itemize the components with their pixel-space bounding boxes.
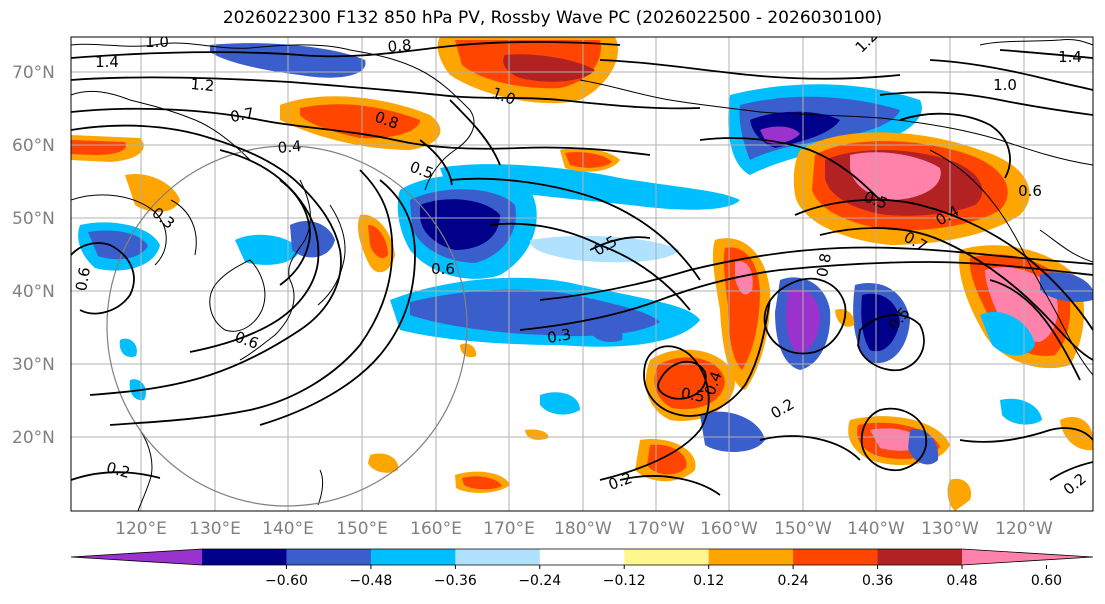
contour-label: 0.2 — [104, 458, 132, 482]
contour-label: 1.0 — [145, 33, 169, 51]
coastlines — [71, 39, 1093, 511]
colorbar-tick-label: 0.24 — [778, 573, 809, 589]
lon-label-120e: 120°E — [115, 519, 167, 539]
colorbar-extend-low — [71, 549, 202, 565]
colorbar-segment — [202, 549, 287, 565]
colorbar-tick-label: −0.48 — [349, 573, 392, 589]
colorbar-tick-label: −0.60 — [265, 573, 308, 589]
range-circle — [106, 145, 468, 507]
colorbar-segment — [455, 549, 541, 565]
colorbar-segment — [370, 549, 456, 565]
contour-label: 0.5 — [680, 384, 707, 406]
thin-contours — [71, 194, 197, 266]
colorbar-extend-high — [962, 549, 1093, 565]
lon-label-140w: 140°W — [847, 519, 905, 539]
map-content: 1.01.40.81.20.7 0.81.00.40.50.30.60.50.60… — [71, 33, 1093, 511]
pv-contours — [71, 41, 1093, 496]
lon-label-130e: 130°E — [189, 519, 241, 539]
colorbar-tick-label: 0.12 — [693, 573, 724, 589]
lat-label-50n: 50°N — [12, 209, 55, 229]
lat-label-70n: 70°N — [12, 63, 55, 83]
graticule — [71, 37, 1093, 511]
lon-label-160e: 160°E — [410, 519, 462, 539]
colorbar-tick-label: −0.36 — [434, 573, 477, 589]
colorbar-tick-label: −0.12 — [603, 573, 646, 589]
contour-label: 0.7 — [229, 104, 256, 126]
contour-label: 0.6 — [431, 260, 455, 278]
colorbar-segment — [286, 549, 372, 565]
colorbar-tick-label: 0.60 — [1031, 573, 1062, 589]
lat-label-40n: 40°N — [12, 282, 55, 302]
contour-label: 0.4 — [277, 137, 302, 157]
lon-label-170e: 170°E — [483, 519, 535, 539]
contour-label: 0.6 — [72, 266, 94, 293]
contour-label: 1.4 — [95, 53, 119, 71]
contour-label: 1.2 — [190, 75, 215, 95]
map-title: 2026022300 F132 850 hPa PV, Rossby Wave … — [222, 8, 883, 28]
map-border — [70, 36, 1094, 512]
lon-axis: 120°E 130°E 140°E 150°E 160°E 170°E 180°… — [115, 519, 1053, 539]
contour-label: 0.8 — [387, 36, 412, 56]
colorbar-segment — [877, 549, 963, 565]
colorbar-segment — [708, 549, 794, 565]
lat-label-60n: 60°N — [12, 136, 55, 156]
shaded-fields — [71, 37, 1093, 511]
colorbar-segment — [793, 549, 879, 565]
lon-label-180w: 180°W — [554, 519, 612, 539]
contour-label: 1.0 — [993, 76, 1017, 94]
contour-label: 0.6 — [1018, 182, 1042, 200]
lat-label-20n: 20°N — [12, 428, 55, 448]
colorbar: −0.60 −0.48 −0.36 −0.24 −0.12 0.12 0.24 0.36 0.4… — [70, 548, 1094, 589]
lat-axis: 70°N 60°N 50°N 40°N 30°N 20°N — [12, 63, 55, 448]
contour-label: 1.4 — [1058, 48, 1082, 66]
contour-label: 0.8 — [813, 252, 835, 279]
lon-label-120w: 120°W — [995, 519, 1053, 539]
lon-label-160w: 160°W — [700, 519, 758, 539]
colorbar-segment — [624, 549, 710, 565]
colorbar-tick-label: −0.24 — [518, 573, 561, 589]
colorbar-outline — [70, 548, 1094, 566]
lon-label-140e: 140°E — [262, 519, 314, 539]
lon-label-170w: 170°W — [627, 519, 685, 539]
lon-label-150w: 150°W — [774, 519, 832, 539]
lon-label-150e: 150°E — [336, 519, 388, 539]
lon-label-130w: 130°W — [921, 519, 979, 539]
lat-label-30n: 30°N — [12, 355, 55, 375]
colorbar-tick-label: 0.36 — [862, 573, 893, 589]
colorbar-tick-label: 0.48 — [946, 573, 977, 589]
contour-label: 0.3 — [546, 325, 573, 347]
colorbar-segment — [539, 549, 625, 565]
